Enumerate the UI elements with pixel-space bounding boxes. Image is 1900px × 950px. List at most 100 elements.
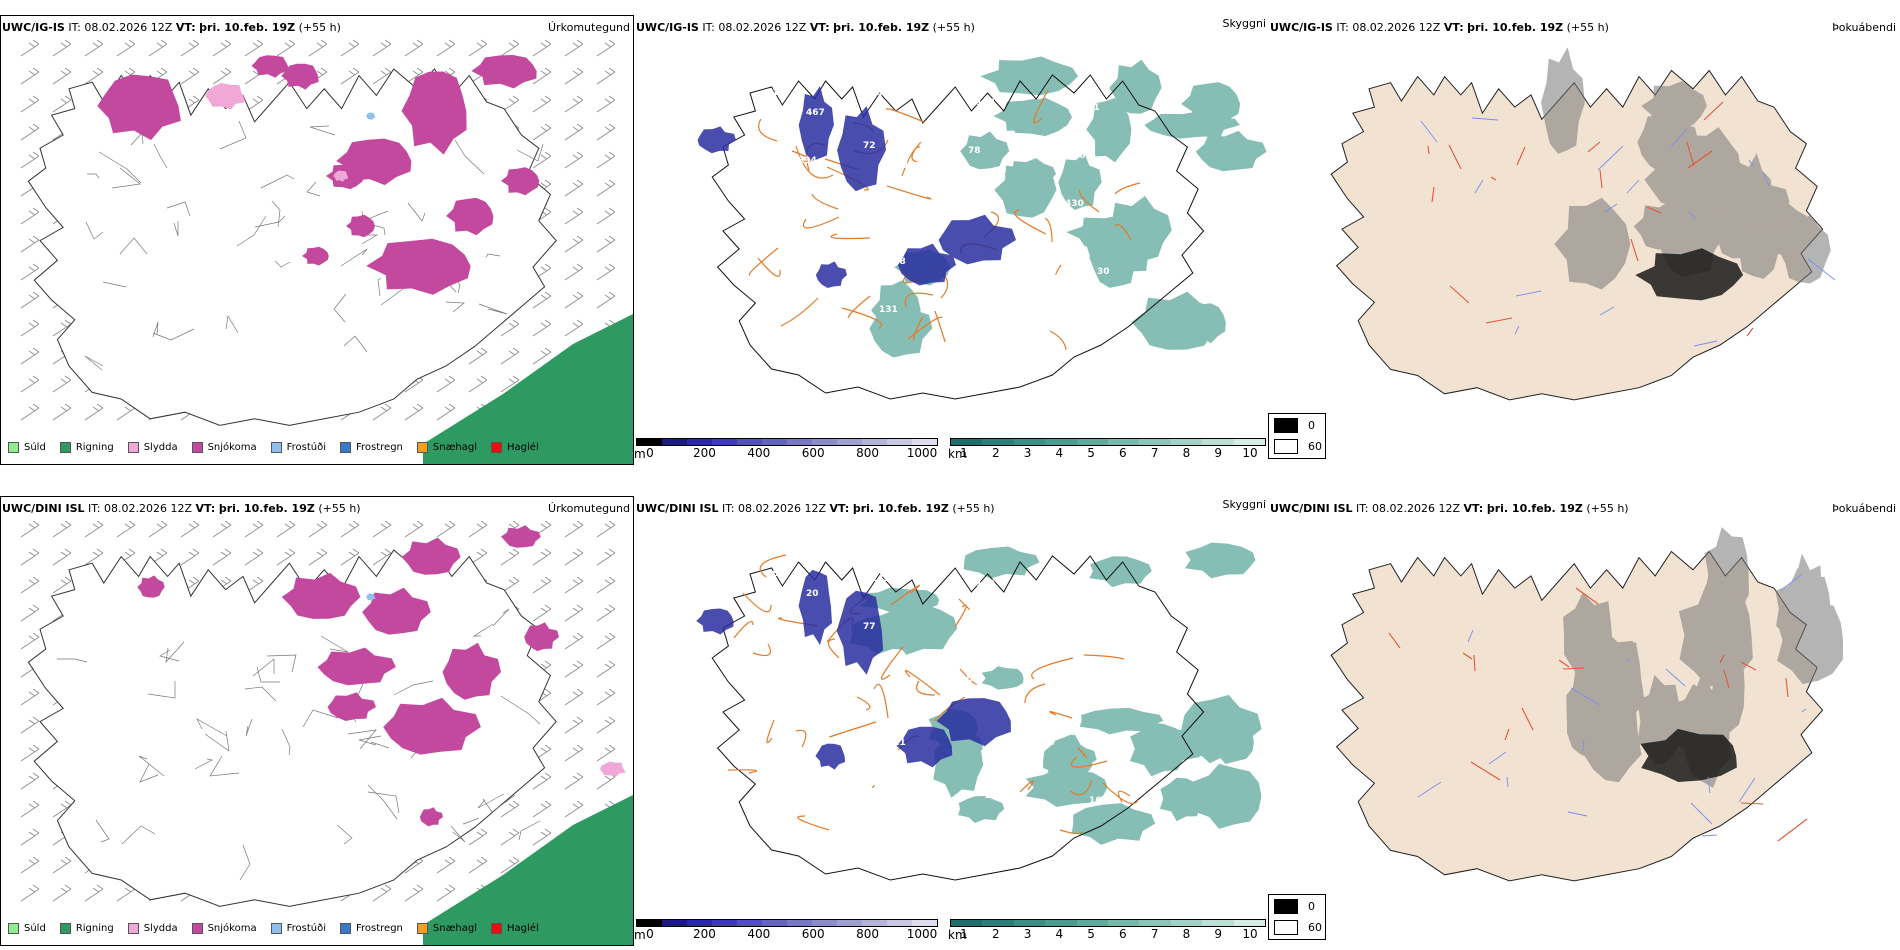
- lead-time: (+55 h): [952, 502, 995, 515]
- colorbar-segment: [1045, 920, 1077, 926]
- legend-swatch: [270, 923, 282, 934]
- legend-swatch: [270, 442, 282, 453]
- model-name: UWC/DINI ISL: [2, 502, 85, 515]
- legend-swatch: [191, 442, 203, 453]
- legend-label: Snæhagl: [432, 442, 478, 453]
- colorbar-tick-label: 4: [1055, 446, 1064, 460]
- colorbar-segment: [1233, 920, 1266, 926]
- visibility-map-canvas: 214 72 84 60 78 71 78 430 81 131 138 105 330 218 27 421…: [697, 56, 1267, 400]
- init-time: IT: 08.02.2026 12Z: [722, 502, 827, 515]
- model-name: UWC/IG-IS: [1270, 21, 1333, 34]
- legend-item: Frostúði: [270, 442, 326, 453]
- colorbar-tick-label: 0: [646, 927, 654, 941]
- cloud-base-areas: [697, 86, 1016, 288]
- colorbar-tick-label: 0: [646, 446, 654, 460]
- valid-label: VT:: [1463, 502, 1484, 515]
- low-visibility-area: [1071, 803, 1156, 845]
- legend-item: Rigning: [59, 923, 114, 934]
- colorbar-tick-label: 1: [960, 927, 968, 941]
- snow-area: [471, 55, 537, 89]
- coastline: [27, 68, 557, 426]
- snow-area: [302, 246, 329, 266]
- cloud-base-label: 150: [976, 579, 995, 589]
- cloud-base-area: [815, 743, 846, 770]
- low-visibility-area: [1089, 556, 1152, 588]
- valid-time: þri. 10.feb. 19Z: [1486, 502, 1583, 515]
- colorbar-strip: [636, 438, 938, 446]
- colorbar-segment: [787, 439, 812, 445]
- colorbar-tick-label: 5: [1087, 446, 1095, 460]
- lead-time: (+55 h): [1586, 502, 1629, 515]
- legend-swatch: [191, 923, 203, 934]
- init-time: IT: 08.02.2026 12Z: [88, 502, 193, 515]
- roads: [727, 554, 1139, 835]
- snow-area: [317, 647, 396, 686]
- cloud-base-label: 138: [976, 98, 995, 108]
- colorbar-segment: [837, 920, 862, 926]
- cloud-base-label: 592: [895, 690, 914, 700]
- rivers: [1420, 117, 1836, 347]
- model-name: UWC/IG-IS: [2, 21, 65, 34]
- valid-label: VT:: [809, 21, 830, 34]
- legend-swatch: [491, 442, 503, 453]
- cloud-base-label: 115: [814, 320, 833, 330]
- colorbar-segment: [662, 439, 687, 445]
- fog-legend-label: 60: [1308, 440, 1322, 453]
- legend-swatch: [127, 442, 139, 453]
- cloud-base-label: 80: [774, 781, 787, 791]
- init-time: IT: 08.02.2026 12Z: [702, 21, 807, 34]
- fog-map-row1: [1300, 35, 1900, 440]
- colorbar-tick-label: 200: [692, 927, 716, 941]
- precip-legend-row1: Súld Rigning Slydda Snjókoma Frostúði Frostre…: [8, 442, 553, 453]
- colorbar-tick-label: 6: [1119, 927, 1127, 941]
- low-visibility-area: [1131, 291, 1223, 350]
- cloud-base-area: [815, 261, 847, 288]
- colorbar-segment: [1139, 439, 1171, 445]
- colorbar-tick-label: 10: [1242, 927, 1258, 941]
- snow-area: [366, 238, 471, 295]
- cloud-base-label: 394: [798, 156, 817, 166]
- cloud-base-label: 27: [984, 310, 997, 320]
- fog-legend-label: 0: [1308, 419, 1315, 432]
- panel-header: UWC/IG-IS IT: 08.02.2026 12Z VT: þri. 10…: [636, 21, 975, 34]
- freezing-drizzle-area: [366, 593, 376, 601]
- colorbar-tick-label: 3: [1023, 446, 1032, 460]
- colorbar-tick-label: 4: [1055, 927, 1064, 941]
- low-visibility-area: [960, 131, 1010, 170]
- fog-legend-swatch: [1274, 418, 1298, 433]
- colorbar-segment: [737, 439, 762, 445]
- legend-label: Rigning: [75, 923, 114, 934]
- snow-area: [346, 214, 375, 238]
- model-name: UWC/IG-IS: [636, 21, 699, 34]
- legend-swatch: [416, 442, 428, 453]
- legend-swatch: [340, 442, 351, 453]
- colorbar-segment: [687, 920, 712, 926]
- colorbar-segment: [982, 439, 1014, 445]
- fog-map-row2: [1300, 516, 1900, 921]
- snow-area: [442, 642, 501, 700]
- colorbar-tick-label: 1000: [906, 446, 938, 460]
- fog-index-areas: [1563, 527, 1844, 788]
- fog-area: [1637, 109, 1699, 173]
- colorbar-unit: km: [948, 447, 967, 461]
- colorbar-tick-label: 800: [856, 446, 880, 460]
- fog-area: [1678, 581, 1753, 687]
- snow-areas: [97, 55, 540, 295]
- valid-time: þri. 10.feb. 19Z: [199, 21, 296, 34]
- legend-label: Snjókoma: [207, 442, 257, 453]
- cloud-base-area: [697, 126, 736, 154]
- cloud-base-label: 195: [1065, 680, 1084, 690]
- cloud-base-label: 177: [984, 791, 1003, 801]
- low-visibility-area: [869, 297, 933, 358]
- cloud-base-label: 72: [863, 141, 876, 151]
- colorbar-ticks: 1 2 3 4 5 6 7 8 9 10: [950, 927, 1266, 941]
- colorbar-segment: [1013, 439, 1046, 445]
- cloud-base-label: 231: [879, 786, 898, 796]
- cloud-base-area: [837, 106, 886, 192]
- low-visibility-area: [958, 796, 1005, 823]
- low-visibility-area: [1079, 707, 1164, 735]
- legend-swatch: [59, 442, 71, 453]
- colorbar-segment: [1013, 920, 1046, 926]
- colorbar-segment: [951, 439, 983, 445]
- fog-area-dark: [1640, 728, 1737, 782]
